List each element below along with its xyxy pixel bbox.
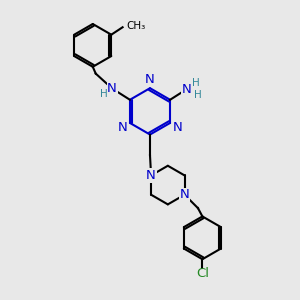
Text: H: H [100,89,108,99]
Text: N: N [180,188,189,201]
Text: N: N [182,83,191,96]
Text: N: N [145,73,155,86]
Text: CH₃: CH₃ [127,21,146,31]
Text: N: N [117,121,127,134]
Text: N: N [107,82,117,95]
Text: Cl: Cl [196,267,209,280]
Text: H: H [192,78,200,88]
Text: N: N [146,169,156,182]
Text: N: N [173,121,183,134]
Text: H: H [194,90,202,100]
